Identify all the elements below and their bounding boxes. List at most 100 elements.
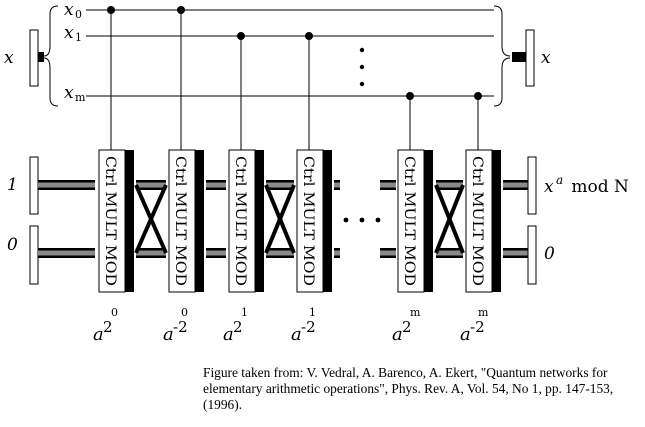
bus-bottom-7-inner — [503, 250, 528, 256]
work-top-input-label: 1 — [7, 175, 18, 195]
bus-bottom-2-inner — [206, 250, 226, 256]
bus-top-2-inner — [206, 182, 226, 188]
gate-power-exp2-5: m — [478, 306, 489, 319]
svg-text:x: x — [544, 177, 554, 197]
gate-power-exp-2: 2 — [233, 318, 243, 336]
gate-power-exp-3: -2 — [301, 318, 316, 336]
bus-layer — [38, 180, 528, 258]
control-dot-2 — [237, 32, 245, 40]
bus-bottom-0-inner — [38, 250, 95, 256]
vdots-3 — [359, 81, 365, 87]
bus-bottom-1-inner — [136, 250, 166, 256]
gate-power-exp2-2: 1 — [241, 306, 248, 319]
work-top-input-box — [29, 156, 39, 215]
swap-cross-b-0 — [134, 184, 168, 254]
gate-power-exp-4: 2 — [402, 318, 412, 336]
gate-power-exp2-4: m — [410, 306, 421, 319]
work-bottom-output-box — [527, 225, 537, 285]
control-dot-5 — [474, 92, 482, 100]
gate-bar-2 — [255, 150, 264, 292]
vdots-1 — [359, 47, 365, 53]
control-dot-4 — [406, 92, 414, 100]
input-register-box — [29, 29, 39, 87]
swap-cross-b-2 — [434, 184, 465, 254]
gate-bar-0 — [125, 150, 134, 292]
bus-top-3-inner — [266, 182, 294, 188]
ctrl-mult-mod-gate-0 — [98, 149, 126, 293]
work-top-output-label: x a mod N — [544, 173, 629, 197]
input-bus-stub — [38, 52, 44, 62]
ctrl-mult-mod-gate-1 — [168, 149, 196, 293]
work-bottom-input-label: 0 — [7, 235, 18, 255]
bus-top-7-inner — [503, 182, 528, 188]
control-dot-0 — [107, 6, 115, 14]
ctrl-mult-mod-gate-2 — [228, 149, 256, 293]
gate-power-base-5: a — [460, 324, 471, 345]
gate-power-base-4: a — [392, 324, 403, 345]
gate-bar-3 — [323, 150, 332, 292]
control-dot-3 — [305, 32, 313, 40]
qubit-label-x0: x 0 — [64, 0, 82, 21]
bus-bottom-5-inner — [380, 250, 396, 256]
gate-label-3: Ctrl MULT MOD — [300, 156, 316, 286]
svg-text:a: a — [556, 173, 563, 187]
gate-power-exp2-3: 1 — [309, 306, 316, 319]
gate-label-2: Ctrl MULT MOD — [232, 156, 248, 286]
gate-power-base-3: a — [291, 324, 302, 345]
gate-power-exp-1: -2 — [173, 318, 188, 336]
gate-label-1: Ctrl MULT MOD — [172, 156, 188, 286]
hdots-3 — [375, 217, 381, 223]
gate-power-base-2: a — [223, 324, 234, 345]
vdots-2 — [359, 64, 365, 70]
right-brace-top — [493, 5, 511, 57]
left-brace-bottom — [43, 57, 59, 107]
right-brace-bottom — [493, 57, 511, 107]
svg-text:x: x — [64, 0, 74, 20]
gate-label-5: Ctrl MULT MOD — [469, 156, 485, 286]
gate-label-4: Ctrl MULT MOD — [401, 156, 417, 286]
hdots-2 — [359, 217, 365, 223]
figure-caption: Figure taken from: V. Vedral, A. Barenco… — [203, 365, 614, 412]
bus-top-4-inner — [334, 182, 340, 188]
gate-power-base-0: a — [93, 324, 104, 345]
bus-top-5-inner — [380, 182, 396, 188]
output-register-box — [525, 29, 535, 87]
hdots-1 — [343, 217, 349, 223]
left-brace-top — [43, 5, 59, 57]
work-top-output-box — [527, 156, 537, 215]
gate-power-exp2-1: 0 — [181, 306, 188, 319]
input-register-label: x — [4, 48, 14, 68]
svg-text:1: 1 — [75, 31, 82, 44]
svg-text:m: m — [75, 91, 86, 104]
gate-bar-5 — [492, 150, 501, 292]
bus-top-6-inner — [436, 182, 463, 188]
svg-text:mod N: mod N — [566, 177, 629, 197]
work-bottom-output-label: 0 — [544, 244, 555, 264]
svg-text:x: x — [64, 83, 74, 103]
ctrl-mult-mod-gate-3 — [296, 149, 324, 293]
gate-bar-1 — [195, 150, 204, 292]
gate-power-exp-5: -2 — [470, 318, 485, 336]
bus-top-1-inner — [136, 182, 166, 188]
bus-bottom-6-inner — [436, 250, 463, 256]
bus-bottom-4-inner — [334, 250, 340, 256]
gate-label-0: Ctrl MULT MOD — [102, 156, 118, 286]
gate-power-exp2-0: 0 — [111, 306, 118, 319]
swap-cross-b-1 — [264, 184, 296, 254]
qubit-label-xm: x m — [64, 83, 86, 104]
control-dot-1 — [177, 6, 185, 14]
gate-power-base-1: a — [163, 324, 174, 345]
ctrl-mult-mod-gate-5 — [465, 149, 493, 293]
output-register-label: x — [541, 48, 551, 68]
gate-power-exp-0: 2 — [103, 318, 113, 336]
output-bus-stub — [512, 52, 526, 62]
svg-text:x: x — [64, 23, 74, 43]
bus-bottom-3-inner — [266, 250, 294, 256]
work-bottom-input-box — [29, 225, 39, 285]
qubit-label-x1: x 1 — [64, 23, 82, 44]
bus-top-0-inner — [38, 182, 95, 188]
svg-text:0: 0 — [75, 8, 82, 21]
